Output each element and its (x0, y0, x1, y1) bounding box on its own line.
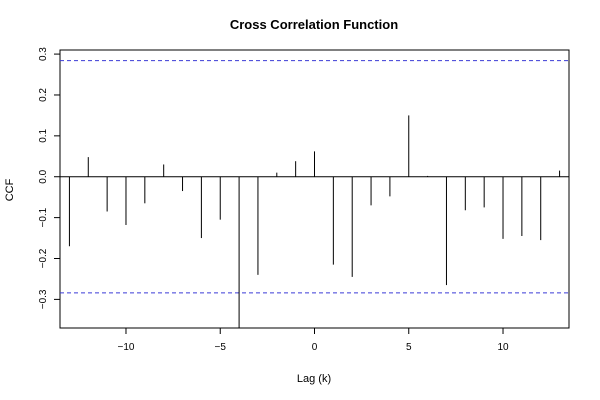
chart-layer: −10 −5 0 5 10 −0.3 −0.2 −0.1 0.0 0.1 0.2 0.3 (38, 47, 569, 353)
x-tick-label: −5 (215, 342, 227, 353)
y-tick-label: −0.1 (38, 207, 49, 227)
x-tick-label: 5 (406, 342, 412, 353)
x-tick-label: −10 (117, 342, 134, 353)
y-tick-label: 0.0 (38, 169, 49, 183)
y-tick-label: 0.3 (38, 47, 49, 61)
x-axis-label: Lag (k) (297, 373, 331, 385)
plot-frame (59, 49, 570, 329)
y-tick-label: −0.2 (38, 248, 49, 268)
y-tick-label: 0.2 (38, 88, 49, 102)
x-tick-label: 0 (312, 342, 318, 353)
y-axis-label: CCF (4, 178, 16, 201)
x-tick-label: 10 (497, 342, 509, 353)
y-tick-label: 0.1 (38, 128, 49, 142)
chart-title: Cross Correlation Function (230, 17, 398, 32)
y-tick-label: −0.3 (38, 289, 49, 309)
